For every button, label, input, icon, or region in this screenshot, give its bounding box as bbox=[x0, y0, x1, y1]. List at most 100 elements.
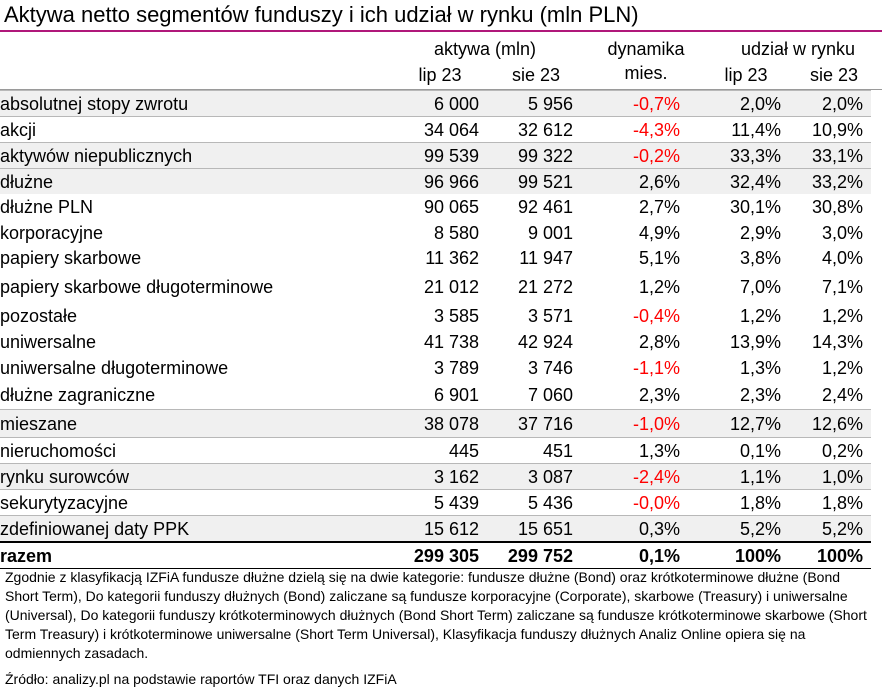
cell-jul: 11 362 bbox=[425, 247, 479, 268]
table-row: dłużne PLN 90 065 92 461 2,7% 30,1% 30,8% bbox=[0, 194, 871, 220]
cell-aug: 99 322 bbox=[485, 142, 581, 169]
cell-share-aug: 1,2% bbox=[821, 357, 863, 378]
segment-name: dłużne PLN bbox=[0, 197, 94, 217]
cell-jul: 90 065 bbox=[423, 197, 479, 217]
cell-share-aug: 33,2% bbox=[789, 168, 871, 194]
cell-change: -1,0% bbox=[581, 409, 689, 438]
table-row: uniwersalne długoterminowe 3 789 3 746 -1,1… bbox=[0, 354, 871, 381]
cell-share-jul: 0,1% bbox=[689, 437, 789, 464]
cell-share-aug: 0,2% bbox=[789, 437, 871, 464]
segment-name: dłużne bbox=[0, 168, 387, 194]
header-share-group: udział w rynku bbox=[740, 39, 856, 59]
segment-name: uniwersalne długoterminowe bbox=[0, 357, 229, 378]
segment-name: pozostałe bbox=[0, 306, 78, 326]
cell-aug: 9 001 bbox=[527, 222, 573, 243]
cell-share-jul: 1,3% bbox=[739, 357, 781, 378]
cell-share-aug: 1,8% bbox=[789, 489, 871, 516]
segment-name: nieruchomości bbox=[0, 437, 387, 464]
cell-aug: 3 087 bbox=[485, 463, 581, 490]
cell-share-jul: 2,3% bbox=[739, 385, 781, 405]
table-row: papiery skarbowe 11 362 11 947 5,1% 3,8% 4,0% bbox=[0, 245, 871, 270]
cell-share-jul: 5,2% bbox=[689, 515, 789, 542]
table-row: akcji 34 064 32 612 -4,3% 11,4% 10,9% bbox=[0, 116, 871, 143]
segment-name: korporacyjne bbox=[0, 222, 104, 243]
table-row: korporacyjne 8 580 9 001 4,9% 2,9% 3,0% bbox=[0, 220, 871, 245]
table-row: mieszane 38 078 37 716 -1,0% 12,7% 12,6% bbox=[0, 409, 871, 438]
cell-change: -0,4% bbox=[632, 306, 680, 326]
cell-jul: 3 585 bbox=[433, 306, 479, 326]
segment-name: uniwersalne bbox=[0, 331, 97, 352]
cell-jul: 96 966 bbox=[387, 168, 485, 194]
cell-change: 2,7% bbox=[638, 197, 680, 217]
header-change-line1: dynamika bbox=[607, 39, 685, 59]
cell-change: -1,1% bbox=[632, 357, 680, 378]
cell-share-aug: 1,0% bbox=[789, 463, 871, 490]
cell-change: 1,2% bbox=[638, 276, 680, 297]
cell-share-jul: 12,7% bbox=[689, 409, 789, 438]
source-note: Źródło: analizy.pl na podstawie raportów… bbox=[5, 671, 397, 687]
cell-aug: 37 716 bbox=[485, 409, 581, 438]
cell-share-aug: 3,0% bbox=[821, 222, 863, 243]
header-change-line2: mies. bbox=[624, 63, 668, 83]
header-col-jul: lip 23 bbox=[418, 65, 462, 85]
table-row: nieruchomości 445 451 1,3% 0,1% 0,2% bbox=[0, 437, 871, 464]
cell-share-aug: 5,2% bbox=[789, 515, 871, 542]
cell-jul: 21 012 bbox=[423, 276, 479, 297]
segments-table: absolutnej stopy zwrotu 6 000 5 956 -0,7% 2,… bbox=[0, 90, 871, 569]
segment-name: mieszane bbox=[0, 409, 387, 438]
cell-share-jul: 1,2% bbox=[739, 306, 781, 326]
segment-name: zdefiniowanej daty PPK bbox=[0, 515, 387, 542]
cell-share-jul: 33,3% bbox=[689, 142, 789, 169]
cell-aug: 7 060 bbox=[527, 385, 573, 405]
table-row: uniwersalne 41 738 42 924 2,8% 13,9% 14,3% bbox=[0, 329, 871, 354]
cell-change: 0,3% bbox=[581, 515, 689, 542]
cell-jul: 38 078 bbox=[387, 409, 485, 438]
cell-share-jul: 2,9% bbox=[739, 222, 781, 243]
cell-share-aug: 2,0% bbox=[789, 90, 871, 117]
segment-name: papiery skarbowe długoterminowe bbox=[0, 276, 274, 297]
cell-change: -4,3% bbox=[581, 116, 689, 143]
cell-share-aug: 100% bbox=[789, 541, 871, 569]
cell-aug: 15 651 bbox=[485, 515, 581, 542]
cell-change: -0,2% bbox=[581, 142, 689, 169]
cell-share-jul: 30,1% bbox=[729, 197, 781, 217]
cell-jul: 3 162 bbox=[387, 463, 485, 490]
cell-aug: 451 bbox=[485, 437, 581, 464]
segment-name: rynku surowców bbox=[0, 463, 387, 490]
classification-note: Zgodnie z klasyfikacją IZFiA fundusze dł… bbox=[5, 569, 867, 661]
segment-name: absolutnej stopy zwrotu bbox=[0, 90, 387, 117]
cell-jul: 41 738 bbox=[423, 331, 479, 352]
cell-jul: 8 580 bbox=[433, 222, 479, 243]
table-row: dłużne 96 966 99 521 2,6% 32,4% 33,2% bbox=[0, 168, 871, 194]
table-row: zdefiniowanej daty PPK 15 612 15 651 0,3% 5,… bbox=[0, 515, 871, 542]
total-label: razem bbox=[0, 541, 387, 569]
cell-change: -2,4% bbox=[581, 463, 689, 490]
cell-aug: 42 924 bbox=[517, 331, 573, 352]
cell-jul: 15 612 bbox=[387, 515, 485, 542]
cell-jul: 99 539 bbox=[387, 142, 485, 169]
segment-name: sekurytyzacyjne bbox=[0, 489, 387, 516]
segment-name: akcji bbox=[0, 116, 387, 143]
cell-share-aug: 7,1% bbox=[821, 276, 863, 297]
cell-share-jul: 13,9% bbox=[729, 331, 781, 352]
header-col-share-aug: sie 23 bbox=[809, 65, 859, 85]
cell-jul: 445 bbox=[387, 437, 485, 464]
header-separator bbox=[0, 89, 882, 90]
cell-aug: 21 272 bbox=[517, 276, 573, 297]
cell-aug: 3 746 bbox=[527, 357, 573, 378]
table-row: dłużne zagraniczne 6 901 7 060 2,3% 2,3% 2,4% bbox=[0, 381, 871, 410]
table-row: absolutnej stopy zwrotu 6 000 5 956 -0,7% 2,… bbox=[0, 90, 871, 117]
cell-share-aug: 12,6% bbox=[789, 409, 871, 438]
cell-share-aug: 4,0% bbox=[821, 247, 863, 268]
cell-share-jul: 7,0% bbox=[739, 276, 781, 297]
cell-change: 4,9% bbox=[638, 222, 680, 243]
header-col-aug: sie 23 bbox=[511, 65, 561, 85]
cell-aug: 5 436 bbox=[485, 489, 581, 516]
cell-jul: 6 000 bbox=[387, 90, 485, 117]
cell-jul: 299 305 bbox=[387, 541, 485, 569]
cell-share-aug: 33,1% bbox=[789, 142, 871, 169]
cell-change: -0,0% bbox=[581, 489, 689, 516]
total-row: razem 299 305 299 752 0,1% 100% 100% bbox=[0, 541, 871, 569]
cell-share-aug: 30,8% bbox=[811, 197, 863, 217]
